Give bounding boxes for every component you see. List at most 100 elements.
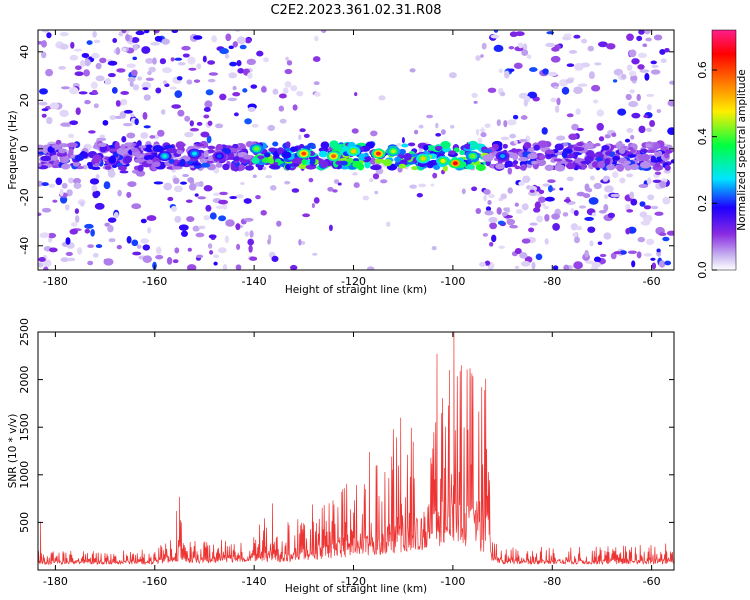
spectrogram-cell [152, 144, 164, 153]
spectrogram-cell [362, 195, 370, 201]
spectrogram-cell [539, 154, 546, 160]
spectrogram-cell [630, 74, 638, 83]
spectrogram-cell [630, 134, 635, 140]
spectrogram-cell [627, 154, 637, 158]
spectrogram-cell [637, 64, 645, 70]
spectrogram-cell [630, 149, 636, 154]
spectrogram-cell [320, 30, 327, 34]
spectrogram-cell [640, 148, 648, 153]
spectrogram-cell [111, 86, 118, 94]
spectrogram-cell [597, 41, 608, 48]
spectrogram-cell [629, 163, 640, 171]
spectrogram-cell [568, 50, 578, 54]
spectrogram-cell [73, 48, 83, 52]
snr-frame [37, 331, 675, 571]
spectrogram-cell [102, 119, 109, 126]
spectrogram-cell [282, 87, 289, 95]
spectrogram-cell [264, 152, 271, 158]
spectrogram-cell [544, 196, 555, 202]
spectrogram-cell [244, 118, 252, 125]
colorbar-gradient [711, 29, 737, 271]
spectrogram-cell [359, 147, 365, 151]
snr-y-axis-label: SNR (10 * v/v) [7, 414, 19, 489]
spectrogram-cell [378, 95, 386, 101]
spectrogram-cell [643, 205, 652, 210]
spectrogram-cell [218, 215, 227, 222]
spectrogram-cell [626, 173, 634, 178]
spectrogram-cell [617, 108, 627, 116]
spectrogram-cell [369, 178, 374, 183]
spectrogram-cell [605, 151, 612, 156]
spectrogram-cell [573, 261, 583, 270]
spectrogram-x-ticks: -180 -160 -140 -120 -100 -80 -60 [43, 30, 661, 288]
spectrogram-cell [553, 85, 559, 90]
spectrogram-cell [132, 56, 138, 61]
spectrogram-cell [561, 150, 568, 159]
spectrogram-cell [146, 215, 157, 222]
spectrogram-cell [209, 212, 217, 220]
spectrogram-cell [606, 43, 616, 50]
spectrogram-cell [517, 42, 524, 49]
spectrogram-cell [662, 236, 670, 242]
spectrogram-cell [59, 188, 64, 197]
spectrogram-cell [47, 232, 57, 239]
spectrogram-cell [279, 118, 287, 124]
spectrogram-cell [256, 50, 264, 57]
x-tick-label: -100 [440, 275, 465, 288]
spectrogram-cell [418, 124, 424, 129]
colorbar-ticks: 0.0 0.2 0.4 0.6 [696, 61, 717, 279]
spectrogram-cell [537, 140, 549, 148]
spectrogram-cell [291, 188, 300, 193]
spectrogram-cell [59, 43, 69, 50]
spectrogram-cell [603, 203, 609, 212]
spectrogram-cell [232, 85, 237, 91]
spectrogram-cell [142, 255, 153, 264]
spectrogram-cell [129, 81, 134, 87]
spectrogram-cell [107, 73, 116, 78]
spectrogram-cell [242, 88, 248, 93]
spectrogram-cell [403, 153, 412, 161]
spectrogram-cell [647, 194, 655, 201]
spectrogram-cell [489, 222, 498, 230]
spectrogram-cell [452, 161, 458, 166]
spectrogram-cell [154, 35, 163, 42]
spectrogram-cell [145, 57, 154, 64]
spectrogram-cell [215, 205, 225, 209]
spectrogram-cell [497, 220, 505, 225]
spectrogram-cell [667, 99, 674, 107]
spectrogram-cell [257, 155, 265, 160]
spectrogram-cell [589, 240, 594, 247]
spectrogram-cell [166, 147, 178, 154]
spectrogram-cell [55, 177, 63, 186]
spectrogram-cell [219, 93, 227, 101]
spectrogram-cell [89, 178, 100, 185]
spectrogram-cell [155, 87, 162, 94]
spectrogram-cell [491, 234, 497, 243]
spectrogram-cell [536, 215, 544, 223]
spectrogram-cell [604, 158, 611, 166]
x-tick-label: -120 [341, 575, 366, 588]
y-tick-label: 2000 [18, 366, 31, 394]
spectrogram-cell [95, 174, 100, 179]
spectrogram-cell [171, 166, 183, 170]
spectrogram-cell [628, 101, 639, 108]
spectrogram-cell [91, 89, 98, 95]
spectrogram-cell [370, 165, 381, 171]
spectrogram-cell [92, 154, 102, 163]
spectrogram-cell [448, 72, 457, 79]
spectrogram-cell [480, 132, 487, 138]
spectrogram-cell [399, 159, 410, 166]
spectrogram-cell [203, 114, 210, 119]
spectrogram-cell [566, 63, 575, 67]
spectrogram-cell [41, 51, 47, 59]
spectrogram-cell [74, 154, 85, 161]
spectrogram-cell [43, 259, 52, 268]
spectrogram-cell [186, 216, 195, 223]
spectrogram-cell [152, 161, 161, 168]
spectrogram-cell [68, 148, 74, 156]
spectrogram-cell [233, 112, 239, 117]
spectrogram-cell [512, 114, 519, 120]
spectrogram-cell [545, 42, 555, 48]
spectrogram-cell [333, 179, 340, 184]
spectrogram-cell [58, 148, 67, 154]
